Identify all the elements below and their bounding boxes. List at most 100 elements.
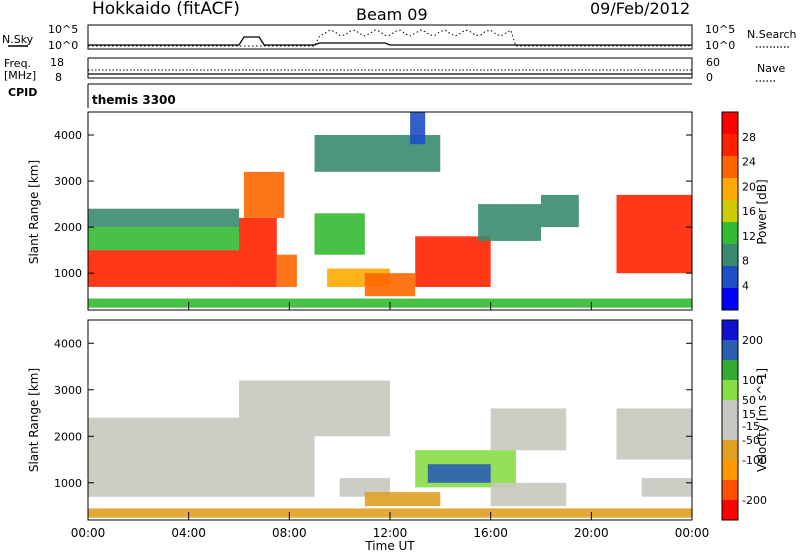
power-region-11 xyxy=(541,194,579,228)
velocity-colorbar-label: Velocity [m s^-1] xyxy=(755,368,769,472)
power-ytick-label-1: 2000 xyxy=(54,221,82,234)
power-region-5 xyxy=(276,254,297,287)
power-colorbar-tick-1: 8 xyxy=(742,255,749,268)
velocity-ytick-label-2: 3000 xyxy=(54,384,82,397)
velocity-ytick-label-3: 4000 xyxy=(54,337,82,350)
nave-label: Nave xyxy=(757,62,785,75)
noise-tick-hi-left: 10^5 xyxy=(48,23,78,36)
velocity-colorbar-tick-3: -15 xyxy=(742,420,760,433)
xtick-label-3: 12:00 xyxy=(373,526,408,540)
power-ytick-label-3: 4000 xyxy=(54,129,82,142)
xtick-label-6: 00:00 xyxy=(675,526,710,540)
power-region-0 xyxy=(88,250,239,287)
freq-panel xyxy=(87,57,693,79)
power-colorbar: 4 8 12 16 20 24 28 xyxy=(721,111,756,311)
nave-tick-lo: 0 xyxy=(706,71,713,84)
noise-left-label: N.Sky xyxy=(2,33,34,46)
power-region-9 xyxy=(415,236,491,287)
velocity-colorbar-swatch-0 xyxy=(722,500,738,520)
velocity-region-5 xyxy=(427,464,491,483)
power-colorbar-label: Power [dB] xyxy=(755,179,769,244)
xtick-label-2: 08:00 xyxy=(272,526,307,540)
noise-tick-lo-right: 10^0 xyxy=(705,39,735,52)
power-colorbar-tick-4: 20 xyxy=(742,180,756,193)
power-colorbar-swatch-3 xyxy=(722,222,738,244)
xtick-label-4: 16:00 xyxy=(473,526,508,540)
velocity-colorbar-swatch-7 xyxy=(722,360,738,380)
power-heatmap xyxy=(88,112,692,308)
noise-tick-lo-left: 10^0 xyxy=(48,39,78,52)
beam-title: Beam 09 xyxy=(356,5,428,24)
power-colorbar-tick-3: 16 xyxy=(742,205,756,218)
date-title: 09/Feb/2012 xyxy=(590,0,690,18)
velocity-region-9 xyxy=(616,408,692,460)
velocity-ylabel: Slant Range [km] xyxy=(27,368,41,472)
velocity-colorbar-frame xyxy=(721,319,739,521)
power-colorbar-frame xyxy=(721,111,739,311)
noise-sky-trace xyxy=(88,36,692,46)
freq-tick-lo: 8 xyxy=(55,71,62,84)
power-colorbar-tick-2: 12 xyxy=(742,230,756,243)
velocity-colorbar-tick-2: -50 xyxy=(742,434,760,447)
freq-unit: [MHz] xyxy=(4,69,36,82)
power-region-10 xyxy=(478,204,541,241)
velocity-region-10 xyxy=(641,478,692,497)
xtick-label-1: 04:00 xyxy=(171,526,206,540)
power-colorbar-tick-0: 4 xyxy=(742,279,749,292)
freq-tick-hi: 18 xyxy=(50,56,64,69)
velocity-colorbar-swatch-1 xyxy=(722,480,738,500)
power-colorbar-swatch-2 xyxy=(722,244,738,266)
power-colorbar-tick-6: 28 xyxy=(742,131,756,144)
velocity-colorbar-swatch-2 xyxy=(722,460,738,480)
velocity-region-1 xyxy=(239,380,315,418)
velocity-colorbar-swatch-6 xyxy=(722,380,738,400)
power-colorbar-swatch-8 xyxy=(722,112,738,134)
velocity-region-8 xyxy=(490,408,567,451)
velocity-region-3 xyxy=(339,478,390,497)
velocity-colorbar-tick-6: 100 xyxy=(742,374,763,387)
power-ytick-label-2: 3000 xyxy=(54,175,82,188)
power-region-1 xyxy=(88,227,239,251)
noise-tick-hi-right: 10^5 xyxy=(705,23,735,36)
power-colorbar-swatch-5 xyxy=(722,178,738,200)
velocity-colorbar-swatch-9 xyxy=(722,320,738,340)
velocity-colorbar-swatch-3 xyxy=(722,440,738,460)
power-region-6 xyxy=(314,213,365,255)
power-colorbar-swatch-6 xyxy=(722,156,738,178)
velocity-heatmap xyxy=(88,380,692,518)
velocity-region-2 xyxy=(314,380,390,437)
power-ylabel: Slant Range [km] xyxy=(27,160,41,264)
power-region-3 xyxy=(239,217,277,287)
power-colorbar-swatch-1 xyxy=(722,266,738,288)
power-colorbar-swatch-0 xyxy=(722,288,738,310)
power-ytick-label-0: 1000 xyxy=(54,267,82,280)
velocity-colorbar-swatch-4 xyxy=(722,420,738,440)
velocity-region-7 xyxy=(490,482,567,507)
power-region-4 xyxy=(244,171,285,218)
velocity-ytick-label-0: 1000 xyxy=(54,477,82,490)
noise-panel xyxy=(87,24,693,50)
noise-search-trace xyxy=(88,29,692,47)
velocity-colorbar-tick-1: -100 xyxy=(742,454,767,467)
noise-right-label: N.Search xyxy=(747,28,797,41)
x-axis-label: Time UT xyxy=(364,539,415,553)
velocity-colorbar-swatch-8 xyxy=(722,340,738,360)
velocity-ytick-label-1: 2000 xyxy=(54,430,82,443)
freq-label: Freq. xyxy=(4,57,31,70)
power-region-2 xyxy=(88,208,239,228)
velocity-colorbar-tick-7: 200 xyxy=(742,334,763,347)
velocity-colorbar-tick-4: 15 xyxy=(742,408,756,421)
velocity-colorbar-tick-0: -200 xyxy=(742,494,767,507)
cpid-value: themis 3300 xyxy=(92,93,176,107)
site-title: Hokkaido (fitACF) xyxy=(92,0,240,19)
power-colorbar-swatch-4 xyxy=(722,200,738,222)
velocity-colorbar-swatch-5 xyxy=(722,400,738,420)
xtick-label-0: 00:00 xyxy=(71,526,106,540)
xtick-label-5: 20:00 xyxy=(574,526,609,540)
power-colorbar-swatch-7 xyxy=(722,134,738,156)
cpid-label: CPID xyxy=(8,86,37,99)
power-colorbar-tick-5: 24 xyxy=(742,156,756,169)
velocity-colorbar-tick-5: 50 xyxy=(742,394,756,407)
